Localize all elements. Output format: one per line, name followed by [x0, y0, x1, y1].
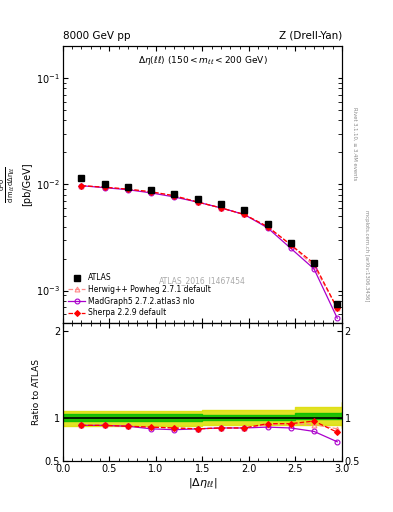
ATLAS — [149, 187, 154, 194]
Sherpa 2.2.9 default — [195, 199, 200, 205]
ATLAS — [312, 261, 316, 267]
ATLAS — [79, 175, 84, 181]
Herwig++ Powheg 2.7.1 default — [126, 186, 130, 192]
Herwig++ Powheg 2.7.1 default — [79, 183, 84, 189]
MadGraph5 2.7.2.atlas3 nlo — [126, 187, 130, 193]
Herwig++ Powheg 2.7.1 default — [312, 263, 316, 269]
Sherpa 2.2.9 default — [265, 224, 270, 230]
Herwig++ Powheg 2.7.1 default — [335, 305, 340, 311]
Sherpa 2.2.9 default — [172, 193, 177, 199]
MadGraph5 2.7.2.atlas3 nlo — [79, 183, 84, 189]
ATLAS — [219, 201, 223, 207]
Herwig++ Powheg 2.7.1 default — [265, 224, 270, 230]
ATLAS — [265, 221, 270, 227]
Text: mcplots.cern.ch [arXiv:1306.3436]: mcplots.cern.ch [arXiv:1306.3436] — [364, 210, 369, 302]
Herwig++ Powheg 2.7.1 default — [219, 205, 223, 211]
Sherpa 2.2.9 default — [79, 183, 84, 189]
Sherpa 2.2.9 default — [126, 186, 130, 192]
Line: Sherpa 2.2.9 default: Sherpa 2.2.9 default — [79, 184, 339, 310]
MadGraph5 2.7.2.atlas3 nlo — [149, 190, 154, 196]
MadGraph5 2.7.2.atlas3 nlo — [242, 211, 247, 218]
Herwig++ Powheg 2.7.1 default — [149, 189, 154, 195]
Herwig++ Powheg 2.7.1 default — [195, 199, 200, 205]
MadGraph5 2.7.2.atlas3 nlo — [102, 185, 107, 191]
MadGraph5 2.7.2.atlas3 nlo — [265, 225, 270, 231]
Sherpa 2.2.9 default — [102, 184, 107, 190]
ATLAS — [242, 207, 247, 214]
MadGraph5 2.7.2.atlas3 nlo — [172, 194, 177, 200]
Y-axis label: Ratio to ATLAS: Ratio to ATLAS — [31, 359, 40, 424]
Text: $\Delta\eta(\ell\ell)\ (150 < m_{\ell\ell} < 200\ \mathrm{GeV})$: $\Delta\eta(\ell\ell)\ (150 < m_{\ell\el… — [138, 54, 267, 68]
Sherpa 2.2.9 default — [288, 242, 293, 248]
Herwig++ Powheg 2.7.1 default — [288, 242, 293, 248]
Text: ATLAS_2016_I1467454: ATLAS_2016_I1467454 — [159, 276, 246, 286]
Sherpa 2.2.9 default — [335, 305, 340, 311]
Legend: ATLAS, Herwig++ Powheg 2.7.1 default, MadGraph5 2.7.2.atlas3 nlo, Sherpa 2.2.9 d: ATLAS, Herwig++ Powheg 2.7.1 default, Ma… — [65, 270, 214, 321]
Sherpa 2.2.9 default — [312, 261, 316, 267]
Herwig++ Powheg 2.7.1 default — [102, 184, 107, 190]
Line: Herwig++ Powheg 2.7.1 default: Herwig++ Powheg 2.7.1 default — [79, 183, 340, 311]
ATLAS — [102, 181, 107, 187]
MadGraph5 2.7.2.atlas3 nlo — [288, 245, 293, 251]
Text: Z (Drell-Yan): Z (Drell-Yan) — [279, 31, 342, 40]
Line: MadGraph5 2.7.2.atlas3 nlo: MadGraph5 2.7.2.atlas3 nlo — [79, 183, 340, 321]
MadGraph5 2.7.2.atlas3 nlo — [195, 199, 200, 205]
ATLAS — [126, 184, 130, 190]
MadGraph5 2.7.2.atlas3 nlo — [219, 205, 223, 211]
Text: 8000 GeV pp: 8000 GeV pp — [63, 31, 130, 40]
ATLAS — [195, 196, 200, 202]
Line: ATLAS: ATLAS — [78, 175, 340, 307]
Herwig++ Powheg 2.7.1 default — [172, 193, 177, 199]
Herwig++ Powheg 2.7.1 default — [242, 211, 247, 218]
Sherpa 2.2.9 default — [149, 189, 154, 195]
ATLAS — [335, 301, 340, 307]
Sherpa 2.2.9 default — [242, 211, 247, 218]
Text: Rivet 3.1.10, ≥ 3.4M events: Rivet 3.1.10, ≥ 3.4M events — [352, 106, 357, 180]
MadGraph5 2.7.2.atlas3 nlo — [312, 266, 316, 272]
Y-axis label: $\mathsf{\frac{d^2\sigma}{d\,m_{\ell\ell}\,d\Delta\eta_{\ell\ell}}}$
[pb/GeV]: $\mathsf{\frac{d^2\sigma}{d\,m_{\ell\ell… — [0, 162, 32, 206]
ATLAS — [288, 240, 293, 246]
MadGraph5 2.7.2.atlas3 nlo — [335, 315, 340, 321]
Sherpa 2.2.9 default — [219, 205, 223, 211]
ATLAS — [172, 191, 177, 197]
X-axis label: $|\Delta\eta_{\ell\ell}|$: $|\Delta\eta_{\ell\ell}|$ — [188, 476, 217, 490]
